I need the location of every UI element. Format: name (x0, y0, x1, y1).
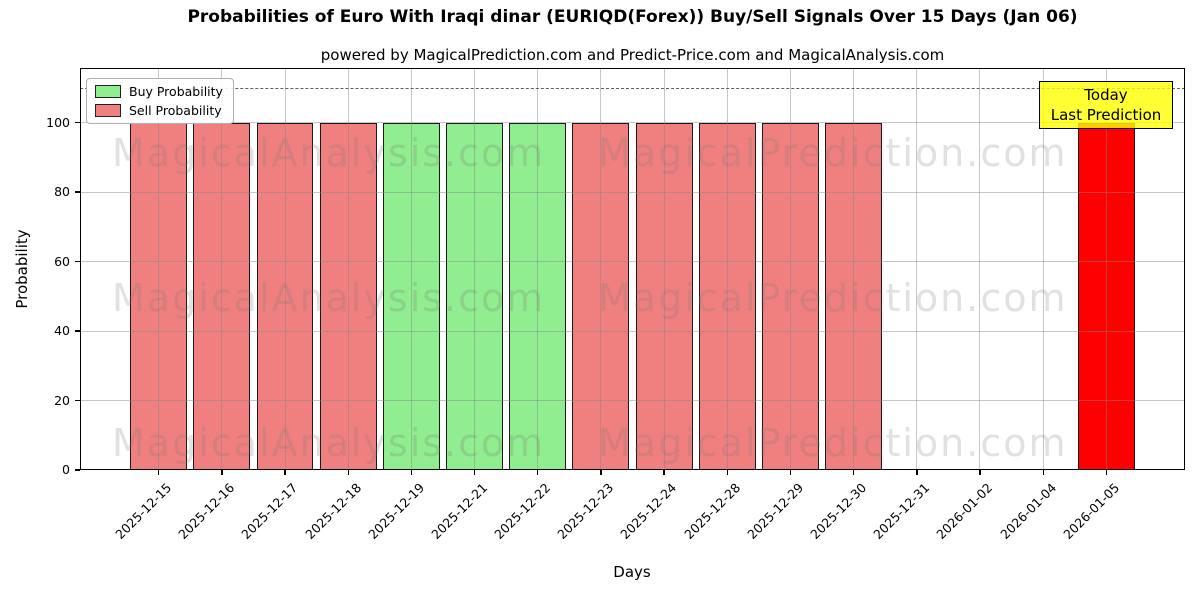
plot-area (80, 68, 1185, 470)
x-tick (347, 470, 349, 475)
x-tick-label: 2025-12-29 (744, 480, 807, 542)
legend-item-buy: Buy Probability (95, 84, 223, 99)
bar (256, 122, 314, 470)
y-tick (75, 399, 80, 402)
dashed-threshold-line (80, 87, 1185, 89)
y-tick-label: 40 (54, 323, 70, 339)
x-tick (979, 470, 981, 475)
x-gridline (537, 68, 539, 470)
x-tick (410, 470, 413, 475)
x-tick-label: 2025-12-18 (301, 480, 364, 542)
bar (509, 122, 567, 470)
x-tick-label: 2025-12-15 (112, 480, 175, 542)
bar (193, 122, 251, 470)
x-tick-label: 2025-12-19 (364, 480, 427, 542)
y-tick-label: 80 (54, 184, 70, 200)
bar (825, 122, 883, 470)
x-tick (284, 470, 286, 475)
x-tick-label: 2025-12-30 (807, 480, 870, 542)
legend-sell-label: Sell Probability (129, 103, 222, 118)
x-tick-label: 2025-12-17 (238, 480, 301, 542)
x-tick-label: 2026-01-04 (996, 480, 1059, 542)
today-annotation-line1: Today (1084, 86, 1128, 104)
x-gridline (663, 68, 665, 470)
buy-swatch-icon (95, 85, 121, 98)
x-gridline (600, 68, 602, 470)
bar (382, 122, 440, 470)
x-tick-label: 2025-12-28 (680, 480, 743, 542)
x-tick (158, 470, 160, 475)
legend-buy-label: Buy Probability (129, 84, 223, 99)
x-tick (221, 470, 223, 475)
bar (1077, 122, 1135, 470)
x-tick-label: 2025-12-23 (554, 480, 617, 542)
x-gridline (158, 68, 160, 470)
x-gridline (789, 68, 791, 470)
x-tick (853, 470, 855, 475)
x-tick (1105, 470, 1108, 475)
x-tick-label: 2025-12-24 (617, 480, 680, 542)
x-gridline (221, 68, 223, 470)
x-tick (726, 470, 728, 475)
y-tick (75, 330, 80, 332)
y-gridline (80, 261, 1185, 263)
x-tick-label: 2025-12-31 (870, 480, 933, 542)
y-tick-label: 0 (62, 462, 70, 477)
x-gridline (347, 68, 349, 470)
x-tick (473, 470, 476, 475)
y-tick (75, 121, 80, 124)
today-annotation: Today Last Prediction (1039, 81, 1173, 129)
chart-subtitle: powered by MagicalPrediction.com and Pre… (320, 46, 945, 64)
y-axis-label: Probability (13, 229, 31, 309)
x-tick (1042, 470, 1044, 475)
y-gridline (80, 122, 1185, 124)
x-gridline (1042, 68, 1044, 470)
x-tick (600, 470, 602, 475)
legend: Buy Probability Sell Probability (86, 78, 234, 124)
x-gridline (979, 68, 981, 470)
y-tick (75, 191, 80, 193)
x-gridline (474, 68, 476, 470)
today-annotation-line2: Last Prediction (1050, 106, 1162, 124)
bar (446, 122, 503, 470)
bar (572, 122, 630, 470)
bar (635, 122, 693, 470)
x-tick-label: 2026-01-02 (933, 480, 996, 542)
x-tick (537, 470, 539, 475)
y-gridline (80, 330, 1185, 332)
y-tick (75, 260, 80, 263)
x-gridline (916, 68, 918, 470)
y-tick-label: 100 (46, 114, 70, 130)
y-tick (75, 469, 80, 471)
y-gridline (80, 400, 1185, 401)
x-tick (663, 470, 665, 475)
bar (130, 122, 188, 470)
x-gridline (853, 68, 855, 470)
bar (319, 122, 377, 470)
sell-swatch-icon (95, 104, 121, 117)
x-tick (789, 470, 792, 475)
y-tick-label: 20 (54, 392, 70, 408)
x-tick-label: 2026-01-05 (1059, 480, 1122, 542)
x-tick-label: 2025-12-21 (428, 480, 491, 542)
x-tick-label: 2025-12-16 (175, 480, 238, 542)
y-gridline (80, 191, 1185, 193)
x-gridline (284, 68, 286, 470)
y-tick-label: 60 (54, 253, 70, 269)
legend-item-sell: Sell Probability (95, 103, 223, 118)
x-axis-label: Days (613, 563, 651, 581)
x-tick-label: 2025-12-22 (491, 480, 554, 542)
x-gridline (410, 68, 412, 470)
x-gridline (1105, 68, 1107, 470)
x-tick (916, 470, 918, 475)
x-gridline (726, 68, 728, 470)
chart-title: Probabilities of Euro With Iraqi dinar (… (187, 7, 1078, 27)
bar (762, 122, 819, 470)
